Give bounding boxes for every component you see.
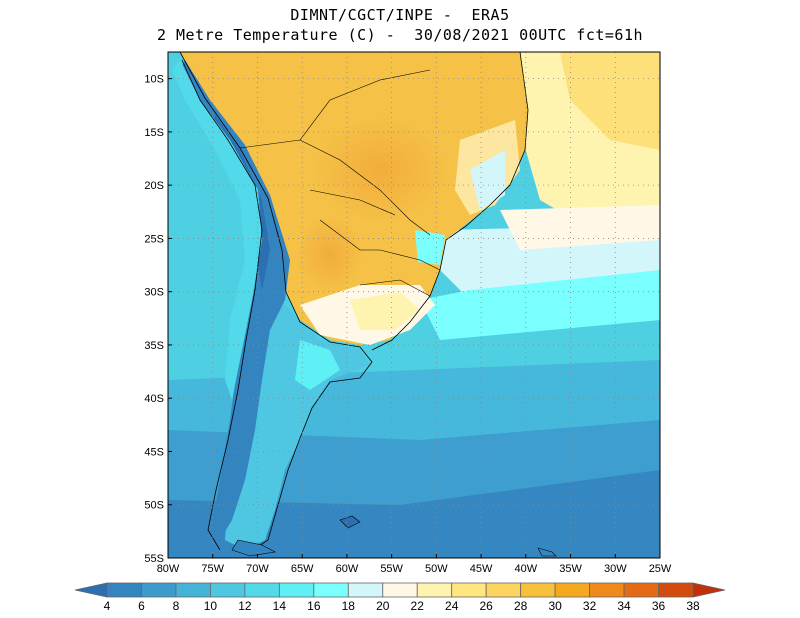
ocean-band-warmer: [560, 52, 660, 150]
colorbar-label: 28: [514, 599, 528, 613]
ocean-band-pale: [500, 205, 660, 250]
south-brazil-cool: [415, 230, 445, 265]
latitude-axis: 10S 15S 20S 25S 30S 35S 40S 45S 50S 55S: [144, 74, 172, 565]
andes-cold-strip: [180, 60, 290, 540]
colorbar-label: 34: [617, 599, 631, 613]
lat-tick-label: 50S: [144, 500, 164, 512]
lon-tick-label: 75W: [201, 563, 224, 575]
patagonia-north: [295, 340, 340, 390]
lon-tick-label: 35W: [559, 563, 582, 575]
colorbar-label: 22: [411, 599, 425, 613]
colorbar-segment: [347, 582, 384, 598]
south-georgia: [537, 547, 557, 557]
lon-tick-label: 45W: [470, 563, 493, 575]
lon-tick-label: 80W: [157, 563, 180, 575]
longitude-axis: 80W 75W 70W 65W 60W 55W 50W 45W 40W 35W 30W 25W: [157, 554, 672, 575]
land-hot-core-south: [295, 215, 365, 295]
title-line-1: DIMNT/CGCT/INPE - ERA5: [290, 6, 510, 24]
colorbar-segment: [520, 582, 556, 598]
ocean-band-cyan: [420, 270, 660, 340]
colorbar-segment: [382, 582, 418, 598]
colorbar-segment: [175, 582, 211, 598]
colorbar-label: 38: [686, 599, 700, 613]
colorbar-segment: [210, 582, 246, 598]
highland-cooler: [470, 150, 505, 210]
lon-tick-label: 50W: [425, 563, 448, 575]
colorbar-segment: [554, 582, 590, 598]
colorbar-label: 30: [548, 599, 562, 613]
colorbar-label: 14: [273, 599, 287, 613]
lat-tick-label: 10S: [144, 74, 164, 86]
colorbar-segment: [451, 582, 487, 598]
colorbar-segment: [416, 582, 453, 598]
country-borders: [239, 69, 441, 297]
lon-tick-label: 40W: [515, 563, 538, 575]
grid-lines: [168, 52, 660, 558]
colorbar: 4 6 8 10 12 14 16 18 20 22 24 26 28 30 32 34 36 38: [74, 582, 726, 613]
colorbar-label: 20: [376, 599, 390, 613]
colorbar-segment: [244, 582, 280, 598]
title-line-2: 2 Metre Temperature (C) - 30/08/2021 00U…: [156, 26, 644, 44]
lat-tick-label: 15S: [144, 127, 164, 139]
colorbar-segment: [141, 582, 177, 598]
pacific-coast-strip: [172, 60, 262, 400]
colorbar-label: 32: [583, 599, 597, 613]
lat-tick-label: 25S: [144, 233, 164, 245]
colorbar-label: 16: [307, 599, 321, 613]
lat-tick-label: 45S: [144, 446, 164, 458]
colorbar-segment: [658, 582, 694, 598]
colorbar-segment: [106, 582, 142, 598]
colorbar-label: 8: [173, 599, 180, 613]
colorbar-label: 12: [238, 599, 252, 613]
lat-tick-label: 40S: [144, 393, 164, 405]
tierra-del-fuego: [231, 539, 276, 557]
lon-tick-label: 25W: [649, 563, 672, 575]
colorbar-label: 24: [445, 599, 459, 613]
lat-tick-label: 20S: [144, 180, 164, 192]
falkland-islands: [339, 515, 361, 529]
lon-tick-label: 55W: [380, 563, 403, 575]
ocean-band-coldest: [168, 470, 660, 558]
lat-tick-label: 35S: [144, 340, 164, 352]
colorbar-segment: [623, 582, 659, 598]
colorbar-label: 4: [104, 599, 111, 613]
colorbar-label: 26: [479, 599, 493, 613]
colorbar-label: 6: [138, 599, 145, 613]
coastline-atlantic: [179, 52, 373, 553]
lon-tick-label: 60W: [336, 563, 359, 575]
lon-tick-label: 70W: [246, 563, 269, 575]
colorbar-arrow-high: [692, 582, 726, 598]
map-frame: [167, 51, 661, 559]
coastline-pacific: [181, 59, 263, 551]
colorbar-arrow-low: [74, 582, 108, 598]
coastline-brazil: [371, 52, 529, 351]
land-hot-core: [310, 115, 450, 225]
colorbar-segment: [589, 582, 625, 598]
colorbar-label: 18: [342, 599, 356, 613]
lat-tick-label: 55S: [144, 553, 164, 565]
colorbar-segment: [485, 582, 522, 598]
lon-tick-label: 30W: [604, 563, 627, 575]
lat-tick-label: 30S: [144, 287, 164, 299]
colorbar-label: 36: [652, 599, 666, 613]
colorbar-segment: [313, 582, 349, 598]
colorbar-label: 10: [204, 599, 218, 613]
pampas-yellow: [350, 292, 420, 330]
map-area: [168, 52, 660, 558]
colorbar-segment: [278, 582, 315, 598]
lon-tick-label: 65W: [291, 563, 314, 575]
